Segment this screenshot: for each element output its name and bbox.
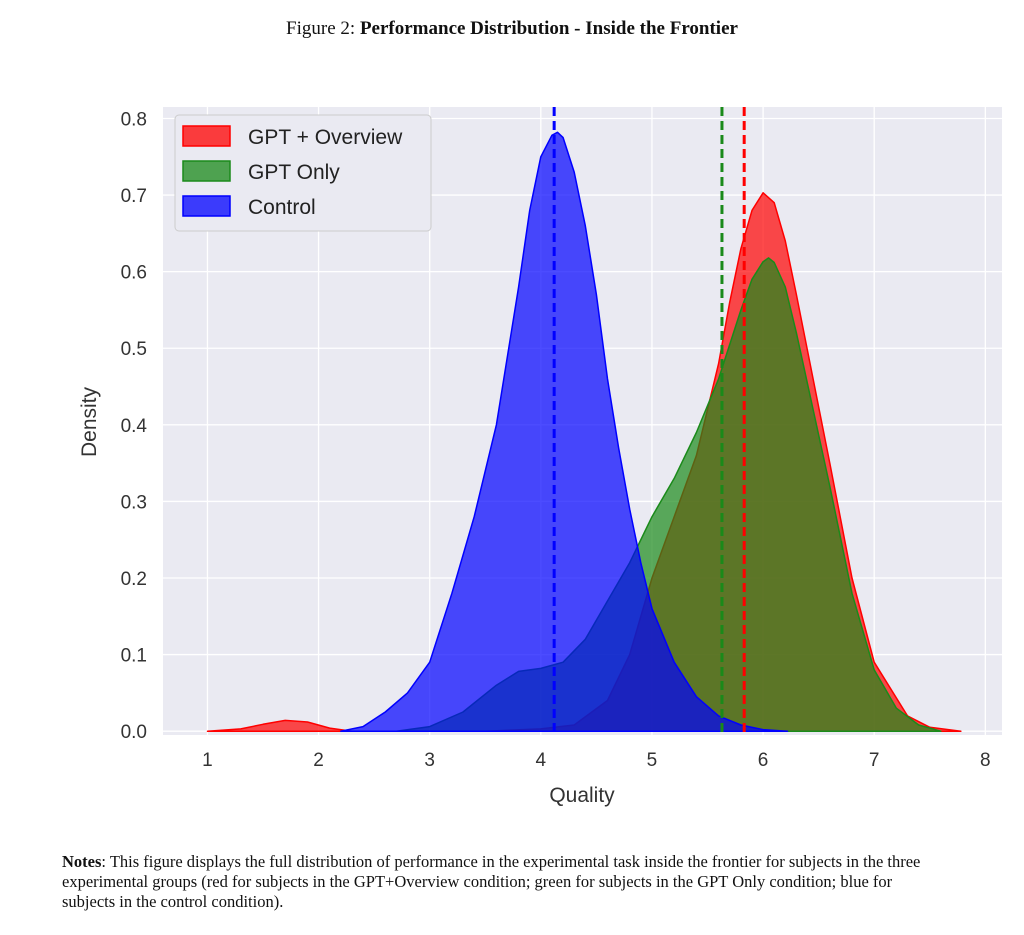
- y-tick-label: 0.2: [121, 569, 147, 590]
- y-tick-label: 0.4: [121, 416, 148, 437]
- x-tick-label: 3: [424, 750, 435, 771]
- x-tick-label: 2: [313, 750, 324, 771]
- x-tick-label: 7: [869, 750, 880, 771]
- y-tick-label: 0.1: [121, 646, 147, 667]
- density-areas: [206, 131, 962, 732]
- legend: GPT + Overview GPT Only Control: [174, 114, 432, 232]
- x-tick-label: 8: [980, 750, 991, 771]
- x-tick-label: 5: [647, 750, 658, 771]
- y-tick-label: 0.0: [121, 722, 147, 743]
- x-tick-label: 6: [758, 750, 769, 771]
- legend-label-gpt-overview: GPT + Overview: [248, 126, 403, 149]
- x-tick-labels: 1 2 3 4 5 6 7 8: [202, 750, 990, 771]
- y-tick-label: 0.8: [121, 109, 147, 130]
- x-tick-label: 4: [536, 750, 547, 771]
- legend-box: [174, 114, 432, 232]
- area-control: [340, 131, 789, 732]
- y-tick-label: 0.5: [121, 339, 147, 360]
- y-tick-label: 0.6: [121, 263, 147, 284]
- legend-label-control: Control: [248, 196, 316, 219]
- notes-text: : This figure displays the full distribu…: [62, 852, 921, 911]
- figure-prefix: Figure 2:: [286, 18, 356, 39]
- legend-swatch-gpt-overview: [182, 125, 231, 147]
- mean-lines: [552, 107, 746, 735]
- x-axis-label: Quality: [549, 784, 615, 807]
- legend-swatch-gpt-only: [182, 160, 231, 182]
- y-tick-label: 0.3: [121, 492, 147, 513]
- density-chart: 1 2 3 4 5 6 7 8 0.0 0.1 0.2 0.3 0.4 0.5 0.6 0.7 0.8 Qua…: [78, 107, 1002, 807]
- y-tick-labels: 0.0 0.1 0.2 0.3 0.4 0.5 0.6 0.7 0.8: [121, 109, 148, 743]
- y-axis-label: Density: [78, 386, 101, 457]
- figure-title-text: Performance Distribution - Inside the Fr…: [359, 18, 738, 39]
- legend-label-gpt-only: GPT Only: [248, 161, 340, 184]
- y-tick-label: 0.7: [121, 186, 147, 207]
- legend-swatch-control: [182, 195, 231, 217]
- notes-label: Notes: [62, 852, 102, 871]
- notes: Notes: This figure displays the full dis…: [62, 852, 942, 912]
- x-tick-label: 1: [202, 750, 213, 771]
- figure-title: Figure 2: Performance Distribution - Ins…: [0, 18, 1024, 40]
